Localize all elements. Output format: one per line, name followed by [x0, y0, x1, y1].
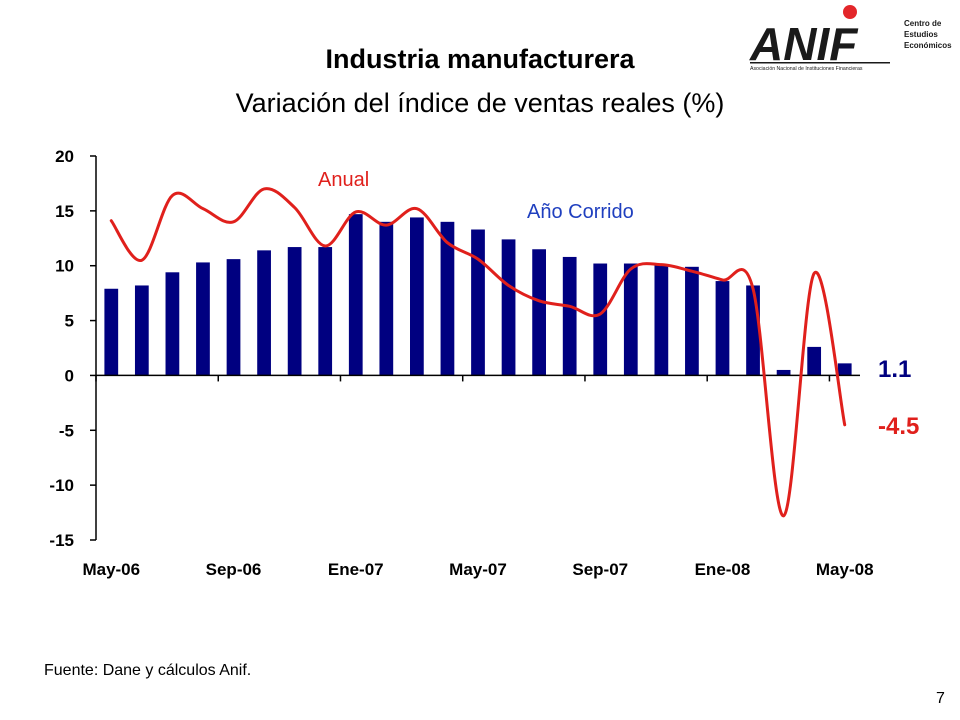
logo-underline	[750, 62, 890, 64]
x-tick-label-4: Sep-07	[572, 560, 628, 579]
logo-tagline: Asociación Nacional de Instituciones Fin…	[750, 66, 863, 72]
y-tick-label-0: 20	[55, 147, 74, 166]
x-tick-label-5: Ene-08	[695, 560, 751, 579]
y-tick-label-2: 10	[55, 257, 74, 276]
lines-group	[109, 187, 847, 518]
axes-group: 20 15 10 5 0 -5 -10 -15 May-06 Sep-06 Ene-07 May-07…	[49, 147, 873, 579]
labels-group: Anual Año Corrido 1.1 -4.5	[318, 169, 919, 440]
bar-6	[287, 247, 302, 376]
x-tick-label-3: May-07	[449, 560, 507, 579]
x-tick-label-6: May-08	[816, 560, 874, 579]
bar-23	[807, 346, 822, 376]
bar-3	[196, 262, 210, 376]
bar-24	[837, 363, 852, 376]
bar-15	[562, 256, 577, 376]
y-tick-label-4: 0	[65, 366, 74, 385]
bar-22	[776, 369, 791, 376]
bar-9	[379, 221, 394, 376]
bar-5	[257, 250, 271, 376]
logo-wordmark: ANIF	[749, 18, 859, 70]
anif-logo: ANIF Asociación Nacional de Institucione…	[749, 5, 952, 72]
x-tick-label-2: Ene-07	[328, 560, 384, 579]
y-tick-label-5: -5	[59, 421, 74, 440]
bar-10	[410, 217, 424, 376]
line-series-anual	[109, 187, 847, 518]
logo-accent-dot	[843, 5, 857, 19]
end-label-ano-corrido: 1.1	[878, 356, 911, 383]
end-label-anual: -4.5	[878, 413, 919, 440]
bar-11	[440, 221, 455, 376]
logo-side-line-2: Estudios	[904, 30, 938, 39]
bar-13	[501, 239, 516, 376]
bar-7	[318, 247, 333, 376]
bars-group	[104, 214, 852, 376]
logo-side-line-3: Económicos	[904, 41, 952, 50]
series-label-ano-corrido: Año Corrido	[527, 201, 634, 223]
chart-subtitle: Variación del índice de ventas reales (%…	[235, 88, 725, 118]
bar-8	[348, 214, 363, 376]
bar-12	[471, 229, 485, 376]
bar-14	[532, 249, 546, 376]
bar-1	[134, 285, 149, 376]
bar-17	[623, 263, 638, 376]
source-note: Fuente: Dane y cálculos Anif.	[44, 662, 252, 679]
y-tick-label-3: 5	[65, 312, 74, 331]
bar-20	[715, 281, 730, 376]
logo-side-line-1: Centro de	[904, 19, 942, 28]
bar-0	[104, 288, 119, 376]
chart-title: Industria manufacturera	[325, 44, 635, 74]
bar-18	[654, 264, 669, 376]
y-tick-label-7: -15	[49, 531, 74, 550]
y-tick-label-1: 15	[55, 202, 74, 221]
series-label-anual: Anual	[318, 169, 369, 191]
bar-2	[165, 272, 180, 376]
bar-19	[685, 266, 699, 376]
y-tick-label-6: -10	[49, 476, 74, 495]
page-number: 7	[936, 690, 945, 707]
x-tick-label-1: Sep-06	[206, 560, 262, 579]
x-tick-label-0: May-06	[82, 560, 140, 579]
bar-16	[593, 263, 608, 376]
bar-4	[226, 259, 241, 376]
